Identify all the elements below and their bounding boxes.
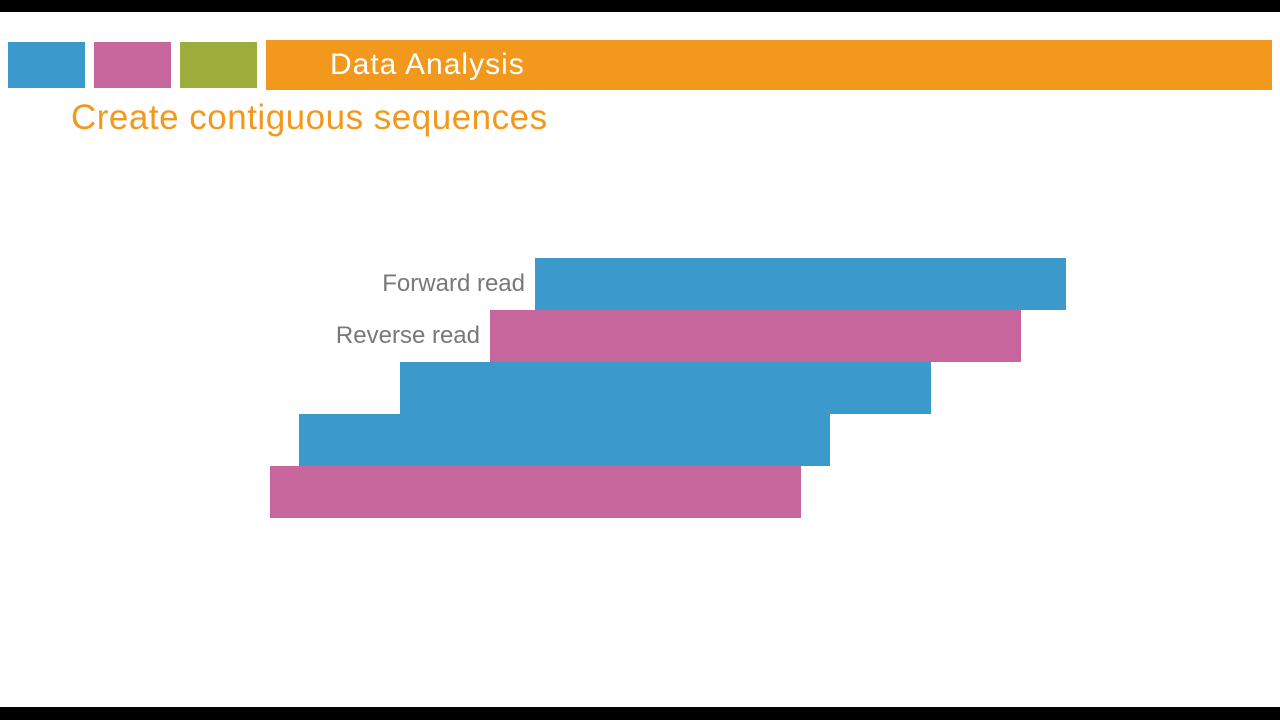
reverse-read-bar [490, 310, 1021, 362]
read-row [0, 362, 1280, 414]
read-label: Reverse read [335, 322, 480, 349]
legend-square-pink [94, 42, 171, 88]
legend-square-green [180, 42, 257, 88]
slide-heading: Create contiguous sequences [71, 98, 548, 137]
read-row [0, 414, 1280, 466]
letterbox-bottom [0, 707, 1280, 720]
legend-square-blue [8, 42, 85, 88]
read-row [0, 466, 1280, 518]
read-label: Forward read [382, 270, 525, 297]
letterbox-top [0, 0, 1280, 12]
forward-read-bar [535, 258, 1066, 310]
section-title: Data Analysis [330, 48, 525, 81]
read-row: Reverse read [0, 310, 1280, 362]
read-row: Forward read [0, 258, 1280, 310]
section-title-bar: Data Analysis [266, 40, 1272, 90]
overlap-read-bar-3 [400, 362, 931, 414]
slide-header: Data Analysis [8, 40, 1272, 90]
overlap-read-bar-4 [299, 414, 830, 466]
overlap-read-bar-5 [270, 466, 801, 518]
